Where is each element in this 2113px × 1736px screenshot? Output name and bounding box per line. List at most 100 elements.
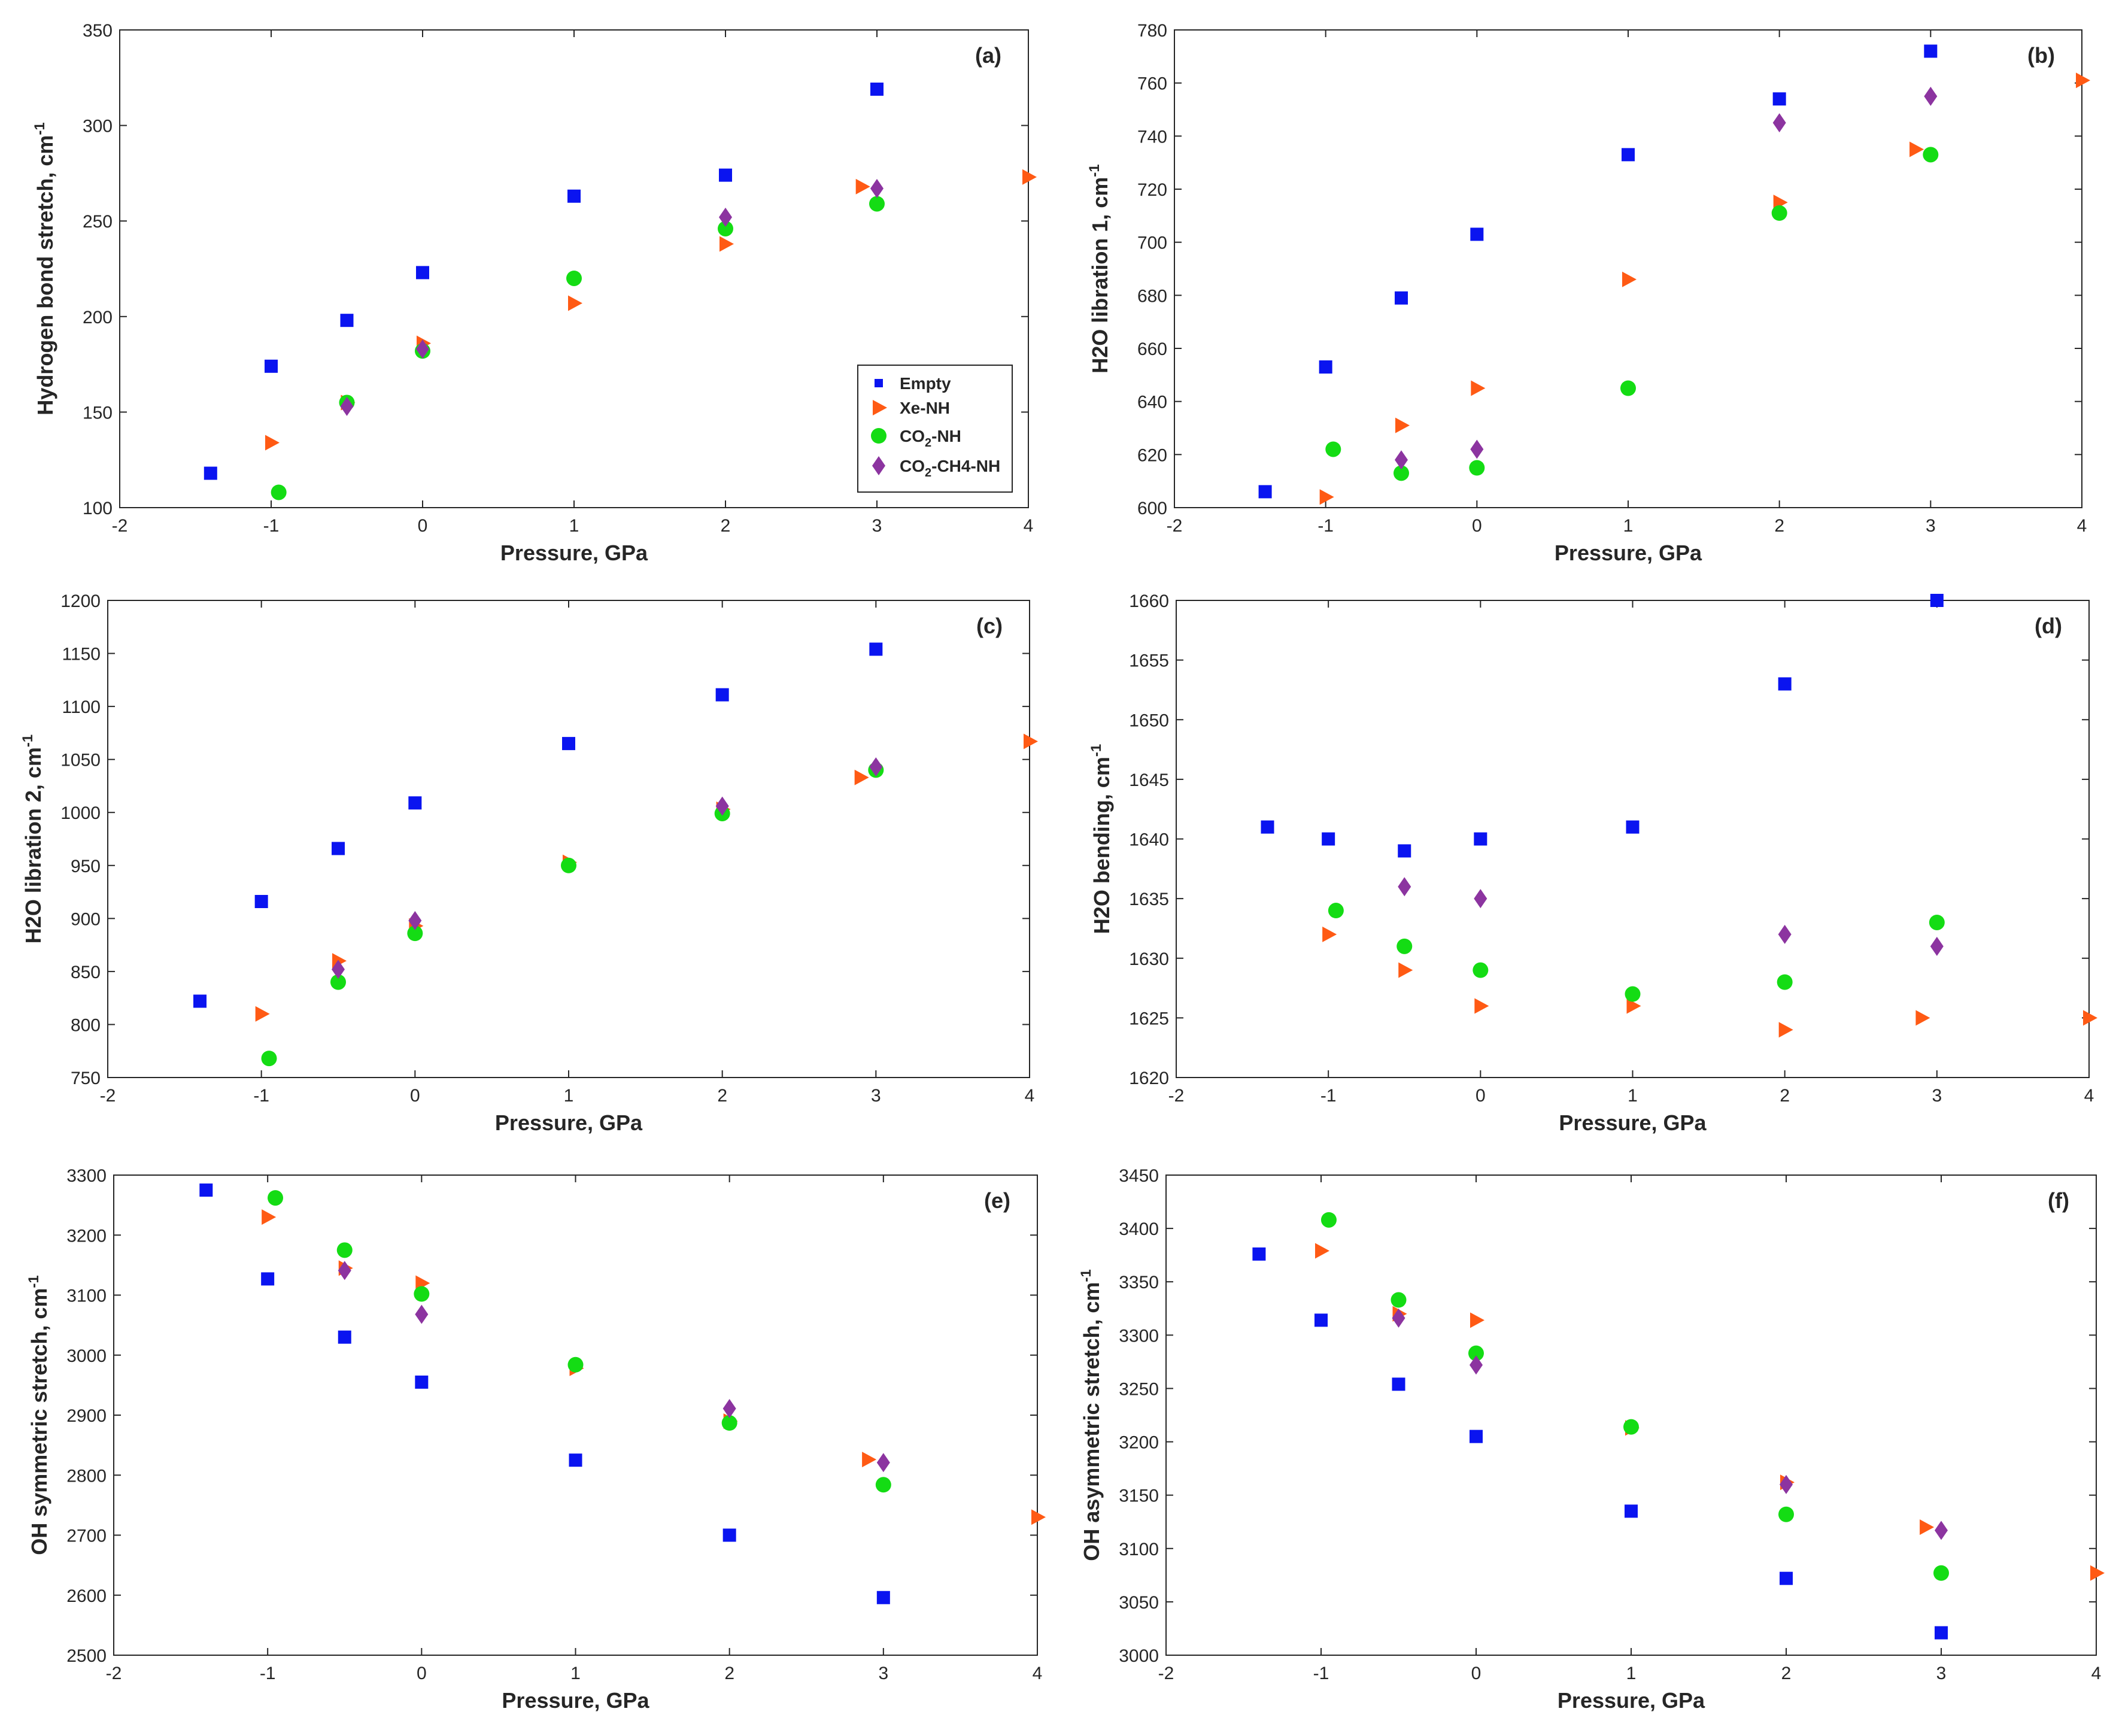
- legend-item-co2-ch4-nh: CO2-CH4-NH: [872, 456, 1000, 479]
- y-tick-label: 3150: [1119, 1486, 1159, 1506]
- x-tick-label: 2: [1781, 1664, 1792, 1683]
- data-point: [1915, 1010, 1930, 1026]
- data-point: [1470, 1430, 1483, 1443]
- data-point: [561, 857, 576, 873]
- x-tick-label: -2: [100, 1086, 116, 1106]
- y-axis-label: Hydrogen bond stretch, cm-1: [32, 122, 57, 415]
- x-tick-label: 1: [1623, 516, 1634, 536]
- data-point: [1395, 417, 1410, 433]
- series-co2-nh: [261, 762, 884, 1067]
- data-point: [1398, 877, 1411, 897]
- data-point: [1315, 1243, 1329, 1259]
- y-axis-label: H2O libration 1, cm-1: [1086, 164, 1112, 373]
- x-tick-label: -1: [1320, 1086, 1337, 1106]
- data-point: [1623, 1419, 1639, 1435]
- panel-label: (a): [975, 43, 1001, 68]
- data-point: [340, 314, 354, 327]
- series-empty: [193, 642, 883, 1008]
- y-tick-label: 1620: [1129, 1069, 1169, 1088]
- x-tick-label: -1: [253, 1086, 269, 1106]
- data-point: [338, 1261, 351, 1280]
- data-point: [719, 207, 732, 227]
- data-point: [562, 737, 575, 751]
- data-point: [1395, 291, 1408, 305]
- legend: Empty Xe-NH CO2-NH CO2-CH4-NH: [857, 365, 1013, 493]
- data-point: [407, 925, 423, 942]
- y-tick-label: 3000: [1119, 1646, 1159, 1666]
- x-tick-label: 2: [1774, 516, 1784, 536]
- y-axis-label: OH symmetric stretch, cm-1: [26, 1275, 51, 1555]
- data-point: [1626, 820, 1640, 834]
- x-tick-label: 1: [570, 1664, 581, 1683]
- y-tick-label: 1625: [1129, 1009, 1169, 1028]
- panel-label: (d): [2035, 614, 2062, 638]
- data-point: [1935, 1626, 1948, 1640]
- series-co2-ch4-nh: [332, 757, 883, 979]
- data-point: [1778, 677, 1792, 691]
- y-tick-label: 900: [71, 909, 101, 929]
- x-axis-label: Pressure, GPa: [1559, 1110, 1707, 1135]
- data-point: [1325, 441, 1341, 457]
- series-xe-nh: [255, 733, 1038, 1022]
- data-point: [265, 359, 278, 373]
- y-tick-label: 750: [71, 1069, 101, 1088]
- data-point: [1474, 832, 1487, 846]
- data-point: [340, 396, 354, 416]
- x-tick-label: -2: [112, 516, 128, 536]
- x-tick-label: 0: [410, 1086, 420, 1106]
- data-point: [719, 236, 734, 252]
- data-point: [414, 1286, 430, 1302]
- x-tick-label: 2: [724, 1664, 734, 1683]
- x-tick-label: 4: [2077, 516, 2087, 536]
- y-tick-label: 3300: [1119, 1326, 1159, 1346]
- y-tick-label: 3100: [1119, 1540, 1159, 1559]
- series-xe-nh: [262, 1209, 1046, 1525]
- data-point: [855, 178, 870, 195]
- data-point: [566, 270, 582, 286]
- panel-e: -2 -1 0 1 2 3 4 2500 2600 2700 2800 2900 3000 3100 320…: [26, 1166, 1046, 1713]
- x-axis-label: Pressure, GPa: [502, 1688, 649, 1713]
- x-tick-label: 2: [721, 516, 731, 536]
- data-point: [261, 1051, 277, 1067]
- data-point: [1258, 485, 1272, 499]
- series-co2-ch4-nh: [1398, 877, 1944, 956]
- series-empty: [1258, 44, 1938, 499]
- data-point: [1780, 1571, 1793, 1585]
- y-tick-label: 950: [71, 857, 101, 876]
- y-tick-label: 2900: [66, 1406, 107, 1426]
- x-tick-label: 0: [417, 1664, 427, 1683]
- data-point: [1470, 1312, 1484, 1328]
- y-axis-label: OH asymmetric stretch, cm-1: [1078, 1269, 1104, 1561]
- y-tick-label: 250: [83, 212, 113, 232]
- y-tick-label: 720: [1137, 180, 1167, 200]
- series-co2-ch4-nh: [1395, 86, 1938, 470]
- data-point: [869, 642, 883, 656]
- y-tick-label: 3250: [1119, 1379, 1159, 1399]
- data-point: [876, 1453, 890, 1473]
- x-axis-label: Pressure, GPa: [495, 1110, 643, 1135]
- x-tick-label: 4: [2084, 1086, 2094, 1106]
- data-point: [1024, 733, 1038, 749]
- panel-label: (c): [976, 614, 1003, 638]
- data-point: [719, 168, 732, 182]
- data-point: [1471, 380, 1486, 396]
- x-tick-label: 3: [871, 1086, 881, 1106]
- legend-label: Empty: [900, 374, 951, 393]
- y-tick-label: 600: [1137, 499, 1167, 518]
- y-tick-label: 100: [83, 499, 113, 518]
- data-point: [416, 339, 429, 359]
- data-point: [415, 1375, 429, 1389]
- data-point: [408, 796, 422, 810]
- y-tick-label: 1150: [62, 645, 101, 664]
- data-point: [271, 484, 287, 500]
- legend-marker: [875, 379, 883, 387]
- data-point: [715, 688, 729, 702]
- x-tick-label: 1: [569, 516, 579, 536]
- panel-a: -2 -1 0 1 2 3 4 100 150 200 250 300 350 Pressure, GPa…: [32, 21, 1037, 565]
- data-point: [1468, 1345, 1484, 1361]
- y-tick-label: 1000: [60, 803, 101, 823]
- x-tick-label: 1: [564, 1086, 574, 1106]
- x-tick-label: -1: [1317, 516, 1334, 536]
- data-point: [416, 266, 429, 280]
